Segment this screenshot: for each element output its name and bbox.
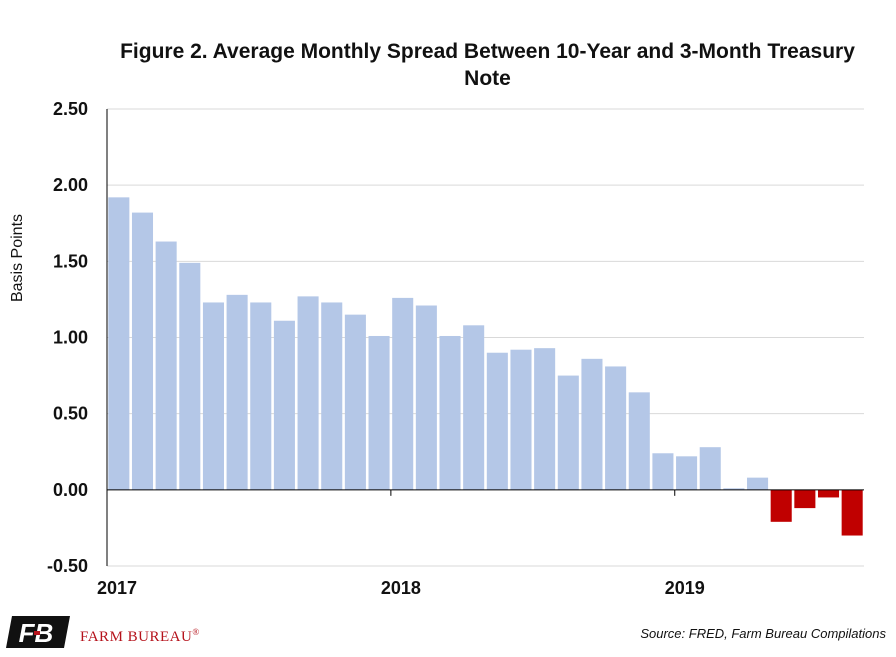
brand-name: FARM BUREAU® [80, 627, 200, 646]
axes [106, 109, 864, 566]
bar-2019-08 [841, 489, 863, 536]
bar-2017-02 [131, 212, 154, 490]
bar-2019-06 [794, 489, 816, 509]
bar-2017-12 [368, 335, 390, 490]
tick-labels: 2.50 2.00 1.50 1.00 0.50 0.00 -0.50 2017 2018 201… [47, 99, 705, 598]
y-tick-label: -0.50 [47, 556, 88, 576]
bar-2018-04 [463, 325, 485, 490]
y-axis-title: Basis Points [9, 214, 26, 302]
bar-2018-08 [557, 375, 579, 490]
brand-name-text: FARM BUREAU [80, 629, 193, 645]
bar-2018-05 [486, 352, 508, 490]
y-tick-label: 1.00 [53, 328, 88, 348]
y-tick-label: 0.50 [53, 404, 88, 424]
x-tick-label-2017: 2017 [97, 578, 137, 598]
bar-2018-11 [628, 392, 650, 490]
bar-2017-07 [250, 302, 272, 490]
bar-2018-06 [510, 349, 532, 490]
bar-2019-05 [770, 489, 792, 522]
x-tick-label-2018: 2018 [381, 578, 421, 598]
bar-2019-03 [723, 488, 745, 490]
bar-2019-02 [699, 447, 721, 490]
brand-mark: ® [192, 627, 200, 637]
farm-bureau-logo: FB [6, 612, 221, 652]
y-tick-label: 2.00 [53, 175, 88, 195]
bar-2017-08 [273, 320, 295, 490]
bar-2017-03 [155, 241, 177, 490]
bar-2018-12 [652, 453, 674, 490]
x-tick-label-2019: 2019 [665, 578, 705, 598]
bar-2017-06 [226, 294, 248, 490]
y-tick-label: 1.50 [53, 251, 88, 271]
bar-2018-03 [439, 335, 461, 490]
bar-2017-04 [179, 262, 201, 490]
bar-2018-01 [392, 297, 414, 490]
bar-2019-07 [817, 489, 840, 498]
bar-2017-01 [108, 197, 130, 490]
chart-title: Figure 2. Average Monthly Spread Between… [120, 40, 855, 90]
bar-2019-01 [676, 456, 698, 490]
source-note: Source: FRED, Farm Bureau Compilations [640, 626, 886, 641]
bar-2018-02 [415, 305, 437, 490]
bar-2017-09 [297, 296, 319, 490]
bar-2017-05 [202, 302, 224, 490]
bar-2019-04 [747, 477, 769, 490]
y-tick-label: 0.00 [53, 480, 88, 500]
bar-2018-07 [534, 348, 556, 490]
y-tick-label: 2.50 [53, 99, 88, 119]
bar-series [108, 197, 863, 536]
bar-2017-10 [321, 302, 343, 490]
farm-bureau-logo-icon: FB [6, 616, 70, 648]
bar-2017-11 [344, 314, 366, 490]
bar-2018-09 [581, 358, 603, 490]
bar-2018-10 [605, 366, 627, 490]
